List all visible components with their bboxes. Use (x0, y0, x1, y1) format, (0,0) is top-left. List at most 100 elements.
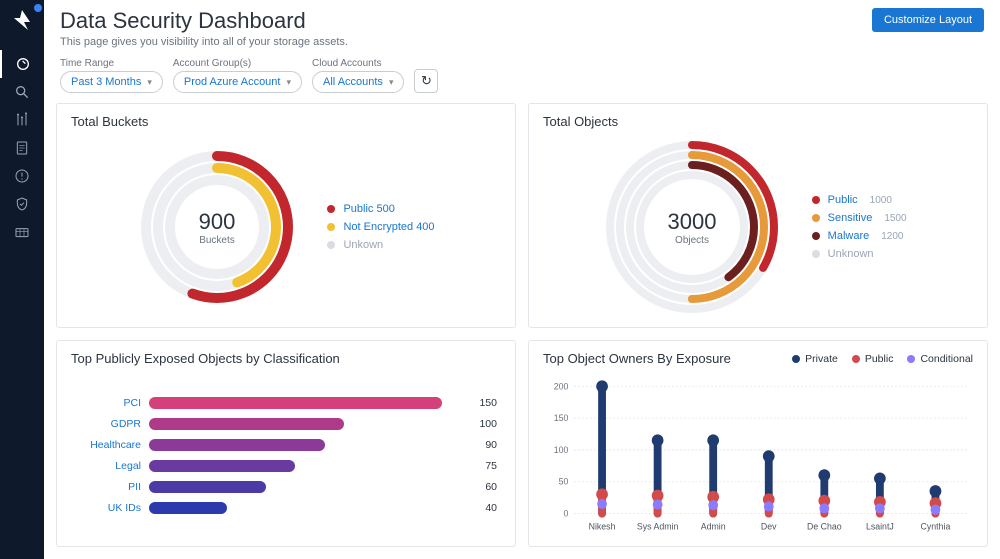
legend-label: Malware (828, 230, 870, 242)
svg-text:Admin: Admin (701, 522, 726, 532)
dashboard-grid: Total Buckets 900Buckets Public 500Not E… (44, 103, 1000, 559)
nav-dashboard[interactable] (0, 50, 44, 78)
owners-legend: Private Public Conditional (792, 353, 973, 365)
legend-item: Conditional (907, 353, 973, 365)
svg-text:Nikesh: Nikesh (589, 522, 616, 532)
legend-dot-icon (812, 214, 820, 222)
hbar-value: 100 (469, 418, 497, 430)
hbar-fill (149, 481, 266, 493)
page-header: Data Security Dashboard This page gives … (44, 0, 1000, 54)
hbar-label[interactable]: Legal (75, 460, 141, 472)
legend-item[interactable]: Unknown (812, 248, 915, 260)
total-buckets-card: Total Buckets 900Buckets Public 500Not E… (56, 103, 516, 328)
svg-text:150: 150 (554, 413, 569, 423)
hbar-track (149, 397, 461, 409)
hbar-fill (149, 397, 442, 409)
hbar-label[interactable]: Healthcare (75, 439, 141, 451)
hbar-fill (149, 418, 344, 430)
legend-label: Sensitive (828, 212, 873, 224)
legend-item: Private (792, 353, 838, 365)
account-groups-label: Account Group(s) (173, 58, 302, 69)
page-subtitle: This page gives you visibility into all … (60, 36, 348, 48)
hbar-row: GDPR 100 (75, 418, 497, 430)
legend-item[interactable]: Public1000 (812, 194, 915, 206)
hbar-value: 75 (469, 460, 497, 472)
legend-item: Public (852, 353, 894, 365)
objects-donut-chart: 3000Objects (602, 137, 782, 317)
hbar-label[interactable]: PII (75, 481, 141, 493)
card-title: Total Buckets (71, 114, 501, 129)
svg-text:De Chao: De Chao (807, 522, 842, 532)
card-title: Top Object Owners By Exposure (543, 351, 731, 366)
object-owners-card: Top Object Owners By Exposure Private Pub… (528, 340, 988, 547)
svg-text:LsaintJ: LsaintJ (866, 522, 894, 532)
nav-security[interactable] (0, 190, 44, 218)
legend-label: Public (828, 194, 858, 206)
legend-dot-icon (812, 250, 820, 258)
nav-alerts[interactable] (0, 162, 44, 190)
svg-text:200: 200 (554, 382, 569, 392)
customize-layout-button[interactable]: Customize Layout (872, 8, 984, 32)
buckets-legend: Public 500 Not Encrypted 400 Unkown (327, 203, 434, 251)
legend-item[interactable]: Public 500 (327, 203, 434, 215)
card-title: Total Objects (543, 114, 973, 129)
hbar-label[interactable]: GDPR (75, 418, 141, 430)
chevron-down-icon: ▾ (389, 77, 394, 88)
legend-dot-icon (812, 232, 820, 240)
hbar-value: 90 (469, 439, 497, 451)
hbar-fill (149, 460, 295, 472)
hbar-track (149, 481, 461, 493)
legend-label: Conditional (920, 353, 973, 365)
legend-value: 1500 (884, 213, 914, 224)
legend-item[interactable]: Not Encrypted 400 (327, 221, 434, 233)
account-groups-filter[interactable]: Prod Azure Account ▾ (173, 71, 302, 93)
hbar-track (149, 502, 461, 514)
exposed-objects-card: Top Publicly Exposed Objects by Classifi… (56, 340, 516, 547)
svg-text:50: 50 (559, 477, 569, 487)
app-logo (8, 6, 36, 34)
legend-item[interactable]: Sensitive 1500 (812, 212, 915, 224)
hbar-row: UK IDs 40 (75, 502, 497, 514)
legend-dot-icon (852, 355, 860, 363)
hbar-value: 40 (469, 502, 497, 514)
nav-inventory[interactable] (0, 218, 44, 246)
svg-text:3000: 3000 (667, 209, 716, 234)
page-title: Data Security Dashboard (60, 8, 348, 34)
nav-compliance[interactable] (0, 106, 44, 134)
nav-policies[interactable] (0, 134, 44, 162)
hbar-fill (149, 439, 325, 451)
legend-item[interactable]: Unkown (327, 239, 434, 251)
hbar-label[interactable]: UK IDs (75, 502, 141, 514)
legend-item[interactable]: Malware 1200 (812, 230, 915, 242)
hbar-fill (149, 502, 227, 514)
objects-legend: Public1000 Sensitive 1500 Malware 1200 Unknow… (812, 194, 915, 260)
cloud-accounts-label: Cloud Accounts (312, 58, 404, 69)
chevron-down-icon: ▾ (147, 77, 152, 88)
svg-text:Objects: Objects (675, 235, 709, 246)
card-title: Top Publicly Exposed Objects by Classifi… (71, 351, 501, 366)
time-range-filter[interactable]: Past 3 Months ▾ (60, 71, 163, 93)
hbar-track (149, 439, 461, 451)
hbar-track (149, 460, 461, 472)
hbar-row: Legal 75 (75, 460, 497, 472)
legend-value: 1200 (881, 231, 911, 242)
legend-label: Unkown (343, 239, 383, 251)
hbar-value: 60 (469, 481, 497, 493)
legend-dot-icon (792, 355, 800, 363)
legend-dot-icon (907, 355, 915, 363)
refresh-icon: ↻ (421, 73, 432, 89)
hbar-label[interactable]: PCI (75, 397, 141, 409)
legend-label: Private (805, 353, 838, 365)
svg-text:0: 0 (564, 509, 569, 519)
refresh-button[interactable]: ↻ (414, 69, 438, 93)
sidebar (0, 0, 44, 559)
hbar-row: PCI150 (75, 397, 497, 409)
main-content: Data Security Dashboard This page gives … (44, 0, 1000, 559)
time-range-label: Time Range (60, 58, 163, 69)
cloud-accounts-filter[interactable]: All Accounts ▾ (312, 71, 404, 93)
nav-search[interactable] (0, 78, 44, 106)
classification-bar-chart: PCI150 GDPR 100 Healthcare 90 Legal 75 PII 60 UK … (71, 374, 501, 536)
svg-text:100: 100 (554, 445, 569, 455)
legend-label: Public 500 (343, 203, 394, 215)
hbar-row: PII 60 (75, 481, 497, 493)
